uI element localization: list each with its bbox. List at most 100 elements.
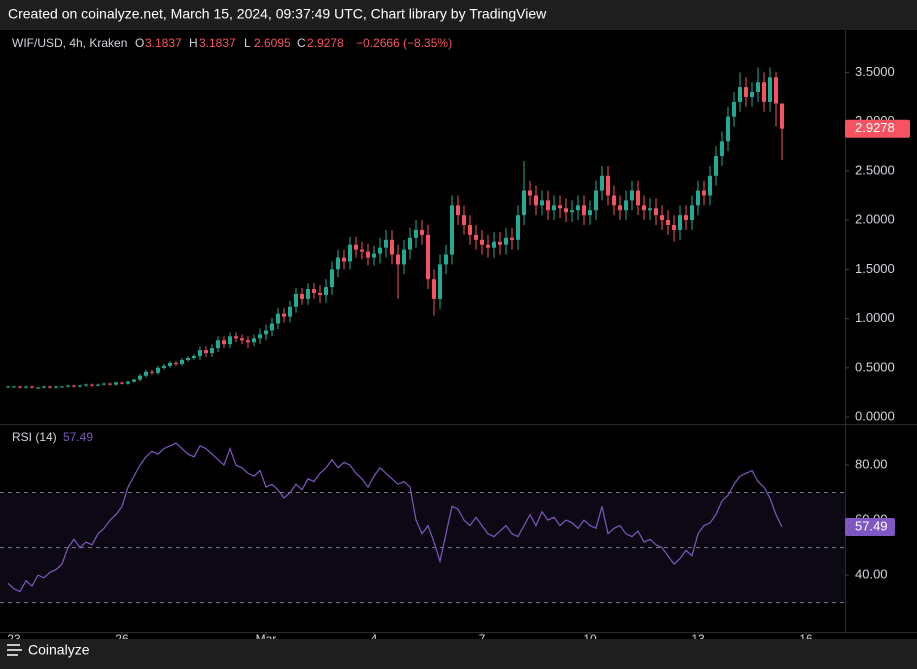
y-tick-label: 80.00 <box>855 456 888 471</box>
footer-brand: Coinalyze <box>28 642 90 658</box>
candle-body <box>377 247 382 254</box>
candle-body <box>179 359 184 364</box>
legend-value: 2.6095 <box>254 36 291 50</box>
rsi-legend-value: 57.49 <box>63 430 93 444</box>
candle-body <box>455 205 460 216</box>
candle-body <box>65 385 70 387</box>
candle-body <box>257 334 262 339</box>
candle-body <box>83 384 88 386</box>
candle-body <box>569 210 574 213</box>
candle-body <box>527 190 532 196</box>
y-tick-label: 1.0000 <box>855 310 895 325</box>
candle-body <box>17 386 22 388</box>
candle-body <box>413 229 418 238</box>
candle-body <box>407 237 412 250</box>
candle-body <box>395 254 400 265</box>
y-tick-label: 40.00 <box>855 567 888 582</box>
candle-body <box>245 340 250 343</box>
candle-body <box>503 237 508 245</box>
candle-body <box>167 362 172 366</box>
candle-body <box>341 257 346 262</box>
legend-key: O <box>135 36 144 50</box>
candle-body <box>269 323 274 331</box>
legend-title: WIF/USD, 4h, Kraken <box>12 36 127 50</box>
candle-body <box>71 385 76 387</box>
candle-body <box>725 116 730 142</box>
candle-body <box>389 239 394 255</box>
candle-body <box>323 287 328 295</box>
candle-body <box>731 101 736 117</box>
candle-body <box>347 244 352 262</box>
candle-body <box>53 386 58 388</box>
candle-body <box>539 200 544 206</box>
candle-body <box>737 87 742 102</box>
candle-body <box>617 205 622 211</box>
candle-body <box>113 382 118 385</box>
candle-body <box>401 249 406 265</box>
candle-body <box>293 293 298 307</box>
candle-body <box>239 338 244 341</box>
candle-body <box>263 330 268 335</box>
legend-key: H <box>189 36 198 50</box>
candle-body <box>479 239 484 245</box>
candle-body <box>485 244 490 248</box>
legend-key: L <box>244 36 251 50</box>
candle-body <box>371 253 376 258</box>
candle-body <box>701 190 706 196</box>
candle-body <box>215 340 220 349</box>
candle-body <box>761 82 766 102</box>
candle-body <box>683 215 688 221</box>
candle-body <box>671 225 676 230</box>
candle-body <box>497 241 502 245</box>
candle-body <box>443 254 448 265</box>
candle-body <box>599 175 604 191</box>
candle-body <box>689 205 694 221</box>
candle-body <box>11 386 16 388</box>
candle-body <box>281 313 286 317</box>
candle-body <box>425 234 430 280</box>
candle-body <box>95 384 100 386</box>
candle-body <box>605 175 610 196</box>
y-tick-label: 0.0000 <box>855 409 895 424</box>
candle-body <box>659 215 664 221</box>
candle-body <box>359 249 364 252</box>
candle-body <box>641 205 646 211</box>
candle-body <box>161 365 166 368</box>
candle-body <box>107 383 112 385</box>
footer-bar <box>0 639 917 669</box>
candle-body <box>155 367 160 373</box>
candle-body <box>41 386 46 388</box>
y-tick-label: 0.5000 <box>855 359 895 374</box>
candle-body <box>227 336 232 345</box>
rsi-last-label: 57.49 <box>855 518 888 533</box>
candle-body <box>233 336 238 339</box>
candle-body <box>779 103 784 129</box>
candle-body <box>203 350 208 354</box>
candle-body <box>575 205 580 211</box>
candle-body <box>437 264 442 299</box>
candle-body <box>653 208 658 216</box>
candle-body <box>473 234 478 240</box>
candle-body <box>89 384 94 386</box>
plot-area: 0.00000.50001.00001.50002.00002.50003.00… <box>0 30 917 646</box>
candle-body <box>5 386 10 388</box>
y-tick-label: 1.5000 <box>855 261 895 276</box>
candle-body <box>143 371 148 376</box>
candle-body <box>431 279 436 299</box>
candle-body <box>563 208 568 213</box>
candle-body <box>251 338 256 343</box>
y-tick-label: 2.0000 <box>855 212 895 227</box>
candle-body <box>521 190 526 216</box>
candle-body <box>623 200 628 211</box>
candle-body <box>185 357 190 360</box>
candle-body <box>581 205 586 216</box>
candle-body <box>197 350 202 357</box>
candle-body <box>647 208 652 211</box>
legend-change: −0.2666 (−8.35%) <box>356 36 452 50</box>
candle-body <box>755 82 760 93</box>
legend-value: 3.1837 <box>145 36 182 50</box>
candle-body <box>467 225 472 235</box>
candle-body <box>461 215 466 226</box>
candle-body <box>131 379 136 382</box>
